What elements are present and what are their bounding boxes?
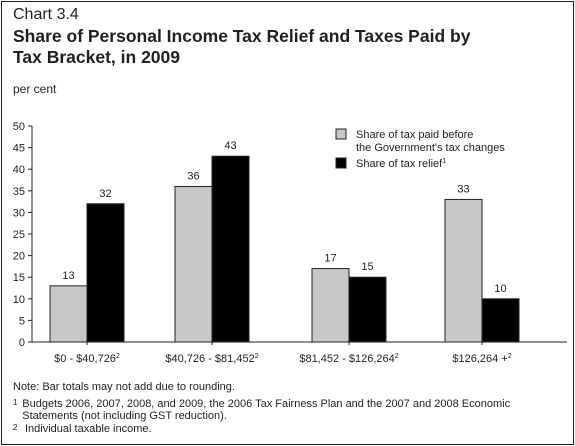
y-tick-label: 30	[13, 207, 25, 219]
bar	[174, 185, 213, 343]
y-tick-label: 45	[13, 143, 25, 155]
category-label: $126,264 +2	[452, 353, 511, 365]
bar-chart: 0 5 10 15 20 25 30 35 40 45 50 13 32 $0 - $40,7262 36 4…	[13, 121, 567, 365]
data-label: 36	[187, 170, 199, 182]
chart-title: Share of Personal Income Tax Relief and …	[13, 26, 471, 67]
bar	[481, 298, 520, 343]
chart-number: Chart 3.4	[13, 6, 79, 23]
legend-label-tax-relief: Share of tax relief1	[356, 158, 446, 170]
category-label: $0 - $40,7262	[54, 353, 120, 365]
chart-notes: Note: Bar totals may not add due to roun…	[13, 381, 558, 435]
footnote-1: 1 Budgets 2006, 2007, 2008, and 2009, th…	[13, 398, 558, 423]
data-label: 32	[99, 188, 111, 200]
legend-label-tax-paid-line2: the Government's tax changes	[356, 142, 505, 154]
footnote-1-text: Budgets 2006, 2007, 2008, and 2009, the …	[22, 397, 511, 423]
y-tick-label: 40	[13, 164, 25, 176]
bar	[444, 198, 483, 343]
data-label: 15	[361, 261, 373, 273]
footnote-2: 2 Individual taxable income.	[13, 423, 558, 436]
footnote-2-text: Individual taxable income.	[25, 422, 152, 435]
y-axis-label: per cent	[13, 82, 57, 96]
data-label: 13	[62, 270, 74, 282]
category-label: $40,726 - $81,4522	[165, 353, 258, 365]
legend-label-tax-paid-line1: Share of tax paid before	[356, 129, 473, 141]
category-label: $81,452 - $126,2642	[299, 353, 398, 365]
data-label: 43	[224, 140, 236, 152]
bar	[211, 155, 250, 343]
bar	[49, 285, 88, 343]
bar	[86, 203, 125, 343]
bar	[311, 268, 350, 343]
data-label: 33	[457, 183, 469, 195]
footnote-2-mark: 2	[13, 422, 18, 432]
y-tick-label: 15	[13, 272, 25, 284]
y-tick-label: 25	[13, 229, 25, 241]
y-tick-label: 10	[13, 294, 25, 306]
rounding-note: Note: Bar totals may not add due to roun…	[13, 381, 235, 393]
legend-swatch-tax-paid	[335, 128, 347, 140]
y-tick-label: 50	[13, 121, 25, 133]
legend-swatch-tax-relief	[335, 157, 347, 169]
footnote-1-mark: 1	[13, 397, 18, 407]
y-tick-label: 35	[13, 186, 25, 198]
y-tick-label: 20	[13, 251, 25, 263]
bar	[348, 276, 387, 343]
data-label: 10	[494, 283, 506, 295]
y-tick-label: 5	[19, 315, 25, 327]
y-tick-label: 0	[19, 337, 25, 349]
data-label: 17	[324, 253, 336, 265]
